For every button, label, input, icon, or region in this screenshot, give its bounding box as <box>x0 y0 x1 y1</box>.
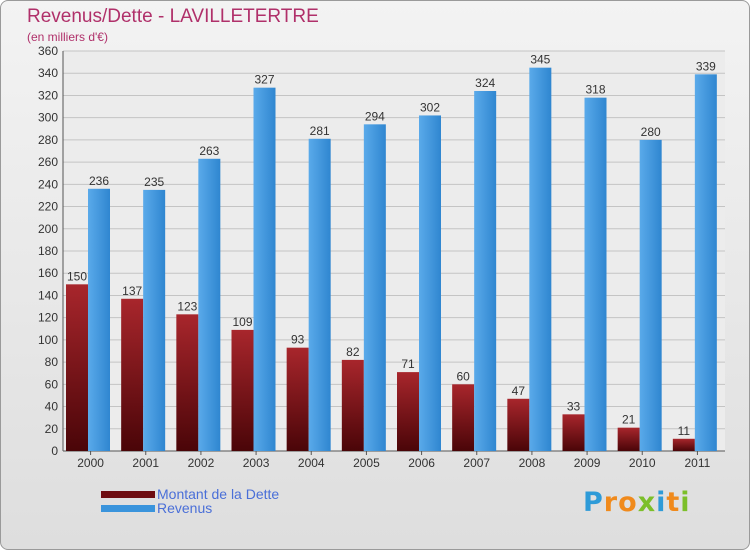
y-tick-label: 20 <box>45 422 59 436</box>
bar-revenus <box>253 87 276 452</box>
logo-letter: i <box>680 487 691 518</box>
data-label-dette: 109 <box>232 315 252 329</box>
data-label-dette: 47 <box>512 384 526 398</box>
bar-revenus <box>419 115 441 451</box>
bar-revenus <box>363 124 386 451</box>
y-tick-label: 240 <box>38 177 58 191</box>
legend-label-revenus: Revenus <box>157 500 213 516</box>
data-label-revenus: 324 <box>475 76 495 90</box>
x-tick-label: 2011 <box>685 456 711 470</box>
bar-dette <box>286 347 309 451</box>
data-label-revenus: 318 <box>585 83 605 97</box>
x-tick-label: 2005 <box>353 456 380 470</box>
bar-revenus <box>308 138 331 451</box>
y-tick-label: 40 <box>45 400 59 414</box>
y-tick-label: 340 <box>38 66 58 80</box>
x-tick-label: 2006 <box>408 456 435 470</box>
legend-swatch-revenus <box>101 504 155 512</box>
x-tick-label: 2010 <box>629 456 656 470</box>
y-tick-label: 60 <box>45 377 59 391</box>
y-tick-label: 200 <box>38 222 58 236</box>
data-label-revenus: 294 <box>365 109 385 123</box>
y-tick-label: 0 <box>51 444 58 458</box>
legend-item-dette: Montant de la Dette <box>101 486 280 502</box>
bar-dette <box>452 384 475 451</box>
x-tick-label: 2007 <box>463 456 490 470</box>
data-label-dette: 137 <box>122 284 142 298</box>
logo-letter: P <box>583 487 604 518</box>
data-label-revenus: 345 <box>530 53 550 67</box>
y-tick-label: 120 <box>38 311 58 325</box>
bar-dette <box>397 372 419 451</box>
bar-revenus <box>474 91 497 451</box>
y-tick-label: 160 <box>38 266 58 280</box>
bar-dette <box>176 314 199 451</box>
logo-letter: o <box>618 487 638 518</box>
y-tick-label: 100 <box>38 333 58 347</box>
legend-label-dette: Montant de la Dette <box>157 486 280 502</box>
bar-dette <box>672 438 695 451</box>
data-label-revenus: 327 <box>254 73 274 87</box>
data-label-dette: 82 <box>346 345 360 359</box>
bar-revenus <box>639 139 662 451</box>
data-label-dette: 33 <box>567 399 581 413</box>
y-tick-label: 280 <box>38 133 58 147</box>
y-tick-label: 80 <box>45 355 59 369</box>
legend: Montant de la Dette Revenus <box>101 486 280 516</box>
data-label-revenus: 235 <box>144 175 164 189</box>
y-tick-label: 180 <box>38 244 58 258</box>
bar-dette <box>562 414 585 451</box>
data-label-revenus: 281 <box>310 124 330 138</box>
data-label-revenus: 236 <box>89 174 109 188</box>
bar-revenus <box>198 158 221 451</box>
legend-swatch-dette <box>101 490 155 498</box>
data-label-dette: 150 <box>67 269 87 283</box>
y-tick-label: 220 <box>38 200 58 214</box>
x-tick-label: 2004 <box>298 456 325 470</box>
bar-dette <box>617 427 640 451</box>
logo-letter: x <box>637 487 657 518</box>
bar-dette <box>231 329 254 451</box>
logo-letter: i <box>656 487 667 518</box>
bar-revenus <box>584 97 607 452</box>
data-label-dette: 21 <box>622 413 636 427</box>
y-tick-label: 260 <box>38 155 58 169</box>
data-label-dette: 71 <box>401 357 415 371</box>
bar-revenus <box>529 67 552 452</box>
data-label-dette: 123 <box>177 299 197 313</box>
x-tick-label: 2003 <box>243 456 270 470</box>
x-tick-label: 2008 <box>519 456 546 470</box>
bar-dette <box>341 359 364 451</box>
x-tick-label: 2002 <box>188 456 215 470</box>
y-tick-label: 360 <box>38 44 58 58</box>
data-label-dette: 93 <box>291 333 305 347</box>
data-label-revenus: 263 <box>199 144 219 158</box>
bar-revenus <box>694 74 717 451</box>
y-tick-label: 320 <box>38 88 58 102</box>
chart-title: Revenus/Dette - LAVILLETERTRE <box>27 6 319 27</box>
x-tick-label: 2001 <box>132 456 159 470</box>
legend-item-revenus: Revenus <box>101 500 279 516</box>
bar-dette <box>66 284 88 451</box>
y-tick-label: 140 <box>38 288 58 302</box>
data-label-dette: 11 <box>678 424 691 438</box>
logo-letter: t <box>666 487 681 518</box>
chart-subtitle: (en milliers d'€) <box>27 30 108 44</box>
data-label-dette: 60 <box>456 369 470 383</box>
x-tick-label: 2000 <box>77 456 104 470</box>
bar-dette <box>507 398 530 451</box>
data-label-revenus: 339 <box>696 59 716 73</box>
proxiti-logo: Proxiti <box>583 487 691 518</box>
bar-revenus <box>143 189 166 451</box>
x-tick-label: 2009 <box>574 456 601 470</box>
y-tick-label: 300 <box>38 111 58 125</box>
data-label-revenus: 302 <box>420 100 440 114</box>
data-label-revenus: 280 <box>641 125 661 139</box>
logo-letter: r <box>603 487 619 518</box>
bar-dette <box>121 298 144 451</box>
bar-revenus <box>88 188 110 451</box>
